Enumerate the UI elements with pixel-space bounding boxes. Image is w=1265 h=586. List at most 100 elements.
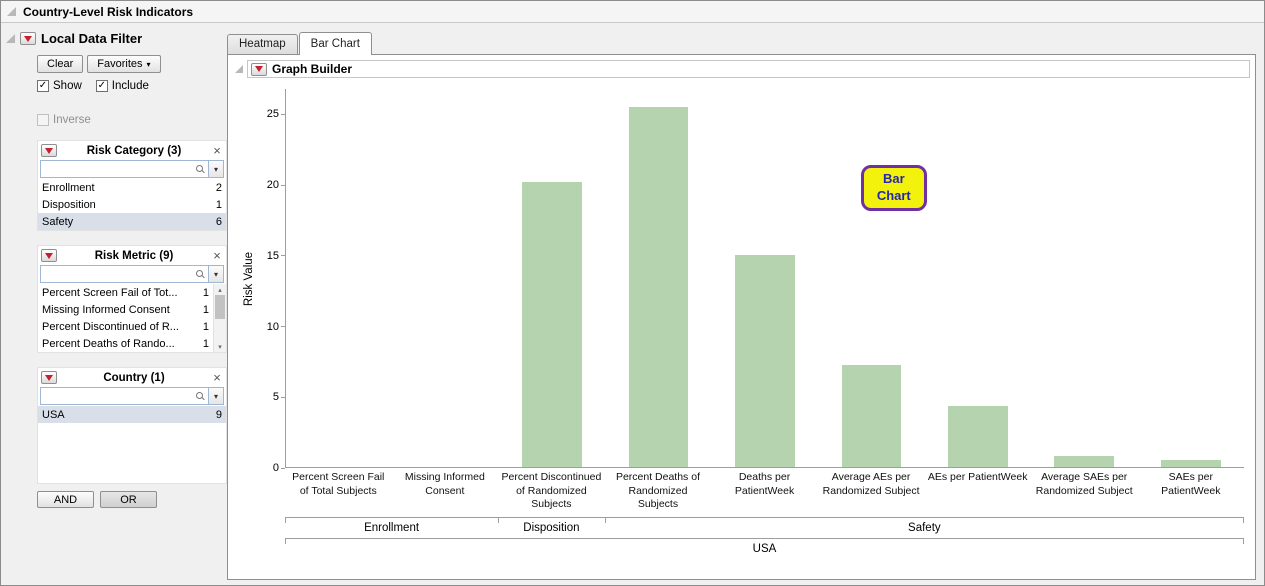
country-axis-label: USA — [752, 542, 777, 555]
filter-item-percent-discontinued-of-r[interactable]: Percent Discontinued of R... 1 — [38, 318, 213, 335]
bar-percent-deaths-of-randomized-subjects[interactable] — [628, 107, 689, 467]
category-label: Deaths per PatientWeek — [734, 471, 795, 497]
y-tick: 25 — [267, 108, 285, 120]
graph-title: Graph Builder — [272, 62, 353, 76]
filter-item-label: Percent Deaths of Rando... — [42, 337, 175, 350]
filter-item-label: Percent Discontinued of R... — [42, 320, 179, 333]
filter-item-count: 6 — [215, 215, 222, 228]
bar-percent-discontinued-of-randomized-subjects[interactable] — [522, 182, 582, 467]
y-tick: 20 — [267, 179, 285, 191]
y-tick-mark — [281, 326, 285, 328]
favorites-label: Favorites — [97, 58, 143, 70]
filter-menu-button[interactable] — [20, 32, 36, 45]
scroll-up-icon[interactable]: ▴ — [218, 286, 222, 294]
category-label: Percent Deaths of Randomized Subjects — [615, 471, 700, 511]
tab-bar: Heatmap Bar Chart — [227, 31, 1256, 55]
filter-item-enrollment[interactable]: Enrollment 2 — [38, 179, 226, 196]
category-label: Average SAEs per Randomized Subject — [1035, 471, 1133, 497]
country-menu-button[interactable] — [41, 371, 57, 384]
plot-column: Bar Chart Percent Screen Fail of Total S… — [285, 89, 1244, 576]
graph-builder-menu-button[interactable] — [251, 62, 267, 76]
y-tick-label: 10 — [266, 320, 279, 333]
filter-section-header: Country (1) × — [38, 368, 226, 387]
filter-item-missing-informed-consent[interactable]: Missing Informed Consent 1 — [38, 301, 213, 318]
scrollbar[interactable]: ▴ ▾ — [213, 284, 226, 352]
risk-category-menu-button[interactable] — [41, 144, 57, 157]
risk-category-search-input[interactable] — [41, 161, 208, 177]
country-search-dropdown-button[interactable]: ▾ — [209, 387, 224, 405]
filter-item-list: USA 9 — [38, 406, 226, 483]
filter-item-percent-screen-fail-of-tot[interactable]: Percent Screen Fail of Tot... 1 — [38, 284, 213, 301]
or-button[interactable]: OR — [100, 491, 157, 508]
chart-annotation[interactable]: Bar Chart — [860, 164, 927, 211]
filter-section-risk-category: Risk Category (3) × ▾ Enrollment 2 Dispositio… — [37, 140, 227, 231]
filter-item-label: Enrollment — [42, 181, 95, 194]
risk-metric-search-input[interactable] — [41, 266, 208, 282]
y-tick: 10 — [267, 321, 285, 333]
graph-builder-header: Graph Builder — [247, 60, 1250, 78]
category-label: SAEs per PatientWeek — [1161, 471, 1221, 497]
y-tick-label: 25 — [266, 108, 279, 121]
bar-aes-per-patientweek[interactable] — [948, 406, 1008, 467]
tab-heatmap[interactable]: Heatmap — [227, 34, 298, 54]
body: Local Data Filter Clear Favorites ▾ ✓ Show… — [1, 23, 1264, 585]
filter-item-disposition[interactable]: Disposition 1 — [38, 196, 226, 213]
graph-panel: Graph Builder Risk Value 0 5 10 15 20 25 Bar … — [227, 54, 1256, 580]
filter-item-label: USA — [42, 408, 65, 421]
collapse-report-icon[interactable] — [7, 7, 16, 16]
red-triangle-icon — [45, 252, 53, 259]
close-filter-icon[interactable]: × — [213, 370, 221, 385]
y-axis-title: Risk Value — [243, 251, 255, 307]
filter-item-label: Missing Informed Consent — [42, 303, 170, 316]
filter-item-percent-deaths-of-rando[interactable]: Percent Deaths of Rando... 1 — [38, 335, 213, 352]
close-filter-icon[interactable]: × — [213, 143, 221, 158]
filter-item-count: 1 — [202, 320, 209, 333]
bar-deaths-per-patientweek[interactable] — [735, 255, 795, 467]
show-checkbox[interactable]: ✓ — [37, 80, 49, 92]
y-tick-mark — [281, 396, 285, 398]
y-tick-label: 20 — [266, 179, 279, 192]
category-label: Missing Informed Consent — [404, 471, 485, 497]
y-tick-mark — [281, 255, 285, 257]
scrollbar-thumb[interactable] — [215, 295, 225, 319]
y-tick: 0 — [273, 462, 285, 474]
collapse-filter-icon[interactable] — [6, 34, 15, 43]
clear-button[interactable]: Clear — [37, 55, 84, 73]
graph-header-row: Graph Builder — [233, 58, 1250, 78]
filter-item-count: 1 — [215, 198, 222, 211]
filter-sections: Risk Category (3) × ▾ Enrollment 2 Dispositio… — [6, 140, 227, 484]
scroll-down-icon[interactable]: ▾ — [218, 343, 222, 351]
bar-average-saes-per-randomized-subject[interactable] — [1054, 455, 1115, 467]
search-icon — [196, 165, 203, 172]
filter-item-count: 1 — [202, 303, 209, 316]
country-search-input[interactable] — [41, 388, 208, 404]
risk-metric-search-dropdown-button[interactable]: ▾ — [209, 265, 224, 283]
filter-toolbar: Clear Favorites ▾ — [37, 55, 225, 73]
risk-category-search-dropdown-button[interactable]: ▾ — [209, 160, 224, 178]
category-label: Percent Discontinued of Randomized Subje… — [501, 471, 602, 511]
close-filter-icon[interactable]: × — [213, 248, 221, 263]
filter-item-label: Disposition — [42, 198, 96, 211]
inverse-checkbox[interactable] — [37, 114, 49, 126]
filter-item-usa[interactable]: USA 9 — [38, 406, 226, 423]
bar-average-aes-per-randomized-subject[interactable] — [841, 365, 902, 467]
local-data-filter-header: Local Data Filter — [6, 31, 225, 46]
filter-section-title: Country (1) — [103, 371, 165, 384]
filter-item-safety[interactable]: Safety 6 — [38, 213, 226, 230]
favorites-button[interactable]: Favorites ▾ — [87, 55, 161, 73]
filter-section-header: Risk Metric (9) × — [38, 246, 226, 265]
bar-saes-per-patientweek[interactable] — [1160, 459, 1221, 467]
y-tick-label: 5 — [272, 391, 279, 404]
include-label: Include — [111, 80, 149, 92]
tab-bar-chart[interactable]: Bar Chart — [298, 32, 372, 55]
inverse-label: Inverse — [53, 114, 91, 126]
y-tick: 5 — [273, 391, 285, 403]
and-button[interactable]: AND — [37, 491, 94, 508]
group-axis: Enrollment Disposition Safety — [285, 516, 1244, 534]
collapse-graph-icon[interactable] — [235, 65, 243, 73]
filter-section-risk-metric: Risk Metric (9) × ▾ Percent Screen Fail of … — [37, 245, 227, 353]
category-axis: Percent Screen Fail of Total Subjects Mis… — [285, 468, 1244, 512]
include-checkbox[interactable]: ✓ — [95, 80, 108, 92]
filter-section-header: Risk Category (3) × — [38, 141, 226, 160]
risk-metric-menu-button[interactable] — [41, 249, 57, 262]
